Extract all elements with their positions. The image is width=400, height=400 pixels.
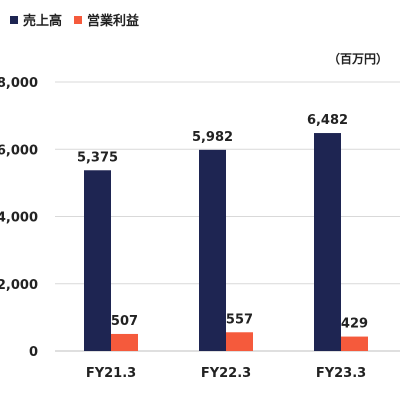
unit-label: （百万円） bbox=[327, 52, 388, 66]
y-tick-label-6000: 6,000 bbox=[0, 143, 38, 158]
data-label-operating-profit-FY23.3: 429 bbox=[341, 317, 368, 332]
bar-operating-profit-FY21.3 bbox=[111, 333, 138, 351]
legend-item-operating-profit: 営業利益 bbox=[74, 10, 139, 29]
legend-swatch-sales bbox=[10, 15, 18, 24]
bar-sales-FY21.3 bbox=[84, 170, 111, 351]
bar-sales-FY23.3 bbox=[314, 133, 341, 351]
legend-item-sales: 売上高 bbox=[10, 10, 62, 29]
y-tick-label-2000: 2,000 bbox=[0, 278, 38, 293]
bar-sales-FY22.3 bbox=[199, 149, 226, 351]
legend-label-operating-profit: 営業利益 bbox=[87, 14, 140, 29]
data-label-sales-FY21.3: 5,375 bbox=[77, 150, 118, 165]
y-tick-label-0: 0 bbox=[29, 345, 38, 360]
x-tick-label-FY23.3: FY23.3 bbox=[316, 366, 366, 381]
legend: 売上高 営業利益 bbox=[10, 10, 151, 29]
data-label-operating-profit-FY21.3: 507 bbox=[111, 314, 138, 329]
data-label-sales-FY22.3: 5,982 bbox=[192, 130, 233, 145]
y-tick-label-8000: 8,000 bbox=[0, 76, 38, 91]
data-label-sales-FY23.3: 6,482 bbox=[307, 113, 348, 128]
x-tick-label-FY22.3: FY22.3 bbox=[201, 366, 251, 381]
x-tick-label-FY21.3: FY21.3 bbox=[86, 366, 136, 381]
bar-operating-profit-FY22.3 bbox=[226, 332, 253, 351]
legend-label-sales: 売上高 bbox=[23, 14, 63, 29]
data-label-operating-profit-FY22.3: 557 bbox=[226, 312, 253, 327]
y-tick-label-4000: 4,000 bbox=[0, 211, 38, 226]
bar-operating-profit-FY23.3 bbox=[341, 336, 368, 351]
legend-swatch-operating-profit bbox=[74, 15, 83, 24]
